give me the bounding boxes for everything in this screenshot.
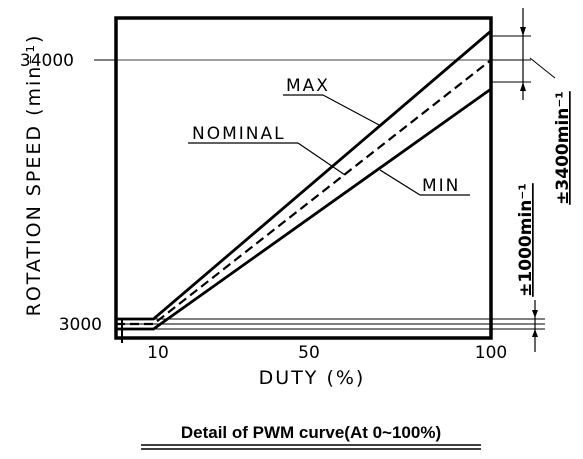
y-axis-title: ROTATION SPEED (min⁻¹) [23,34,45,317]
leader-min-diag [379,169,421,196]
reference-lines [94,59,545,343]
x-axis-title: DUTY (%) [259,367,366,389]
y-tick-label-3000: 3000 [59,315,102,335]
series-line-nominal [116,59,492,326]
tolerance-dimension-min [532,300,538,352]
series-line-max [116,29,492,321]
series-line-min [116,87,492,331]
y-tick-label-34000: 34000 [20,51,74,71]
x-tick-label-50: 50 [298,343,320,363]
x-tick-label-10: 10 [147,343,169,363]
series-label-max: MAX [286,76,330,96]
tolerance-dimension-max [491,8,556,100]
plot-frame [114,16,493,340]
series-label-min: MIN [422,176,460,196]
figure-caption: Detail of PWM curve(At 0~100%) [181,423,441,442]
leader-max-diag [322,94,382,127]
tolerance-label-max: ±3400min⁻¹ [553,91,573,205]
x-tick-label-100: 100 [475,343,507,363]
series-label-nominal: NOMINAL [192,124,286,144]
tolerance-label-min: ±1000min⁻¹ [516,183,536,297]
leader-nominal-diag [297,142,346,176]
